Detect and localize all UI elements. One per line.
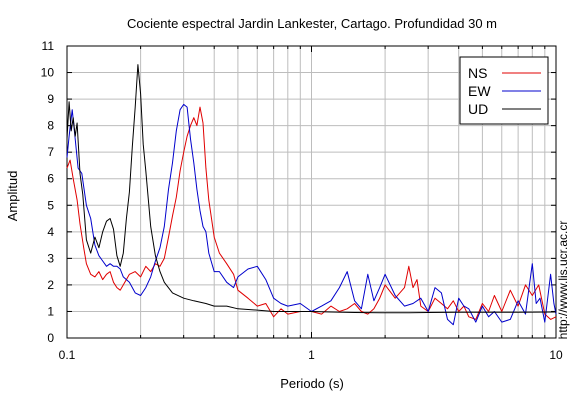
legend-label-ew: EW	[468, 83, 491, 99]
chart-title: Cociente espectral Jardin Lankester, Car…	[127, 16, 497, 31]
y-tick-label: 2	[47, 278, 54, 292]
y-axis-label: Amplitud	[5, 171, 20, 222]
y-tick-label: 10	[41, 66, 55, 80]
legend: NS EW UD	[459, 56, 549, 125]
x-tick-label: 0.1	[59, 348, 76, 362]
legend-label-ns: NS	[468, 65, 487, 81]
y-tick-label: 9	[47, 92, 54, 106]
source-annotation: http://www.lis.ucr.ac.cr	[556, 221, 570, 340]
y-tick-label: 4	[47, 225, 54, 239]
y-tick-label: 3	[47, 251, 54, 265]
axis-ticks: 0 1 2 3 4 5 6 7 8 9 10 11 0.1 1 10	[41, 39, 563, 362]
series-line-ud	[66, 64, 557, 314]
x-tick-label: 1	[308, 348, 315, 362]
series-layer	[66, 64, 557, 326]
y-tick-label: 1	[47, 304, 54, 318]
y-tick-label: 5	[47, 198, 54, 212]
x-tick-label: 10	[549, 348, 563, 362]
y-tick-label: 6	[47, 172, 54, 186]
series-line-ew	[66, 103, 557, 326]
series-line-ns	[66, 106, 557, 320]
x-axis-label: Periodo (s)	[280, 376, 344, 391]
y-tick-label: 8	[47, 119, 54, 133]
legend-label-ud: UD	[468, 101, 488, 117]
y-tick-label: 7	[47, 145, 54, 159]
y-tick-label: 11	[42, 39, 55, 53]
y-tick-label: 0	[47, 331, 54, 345]
